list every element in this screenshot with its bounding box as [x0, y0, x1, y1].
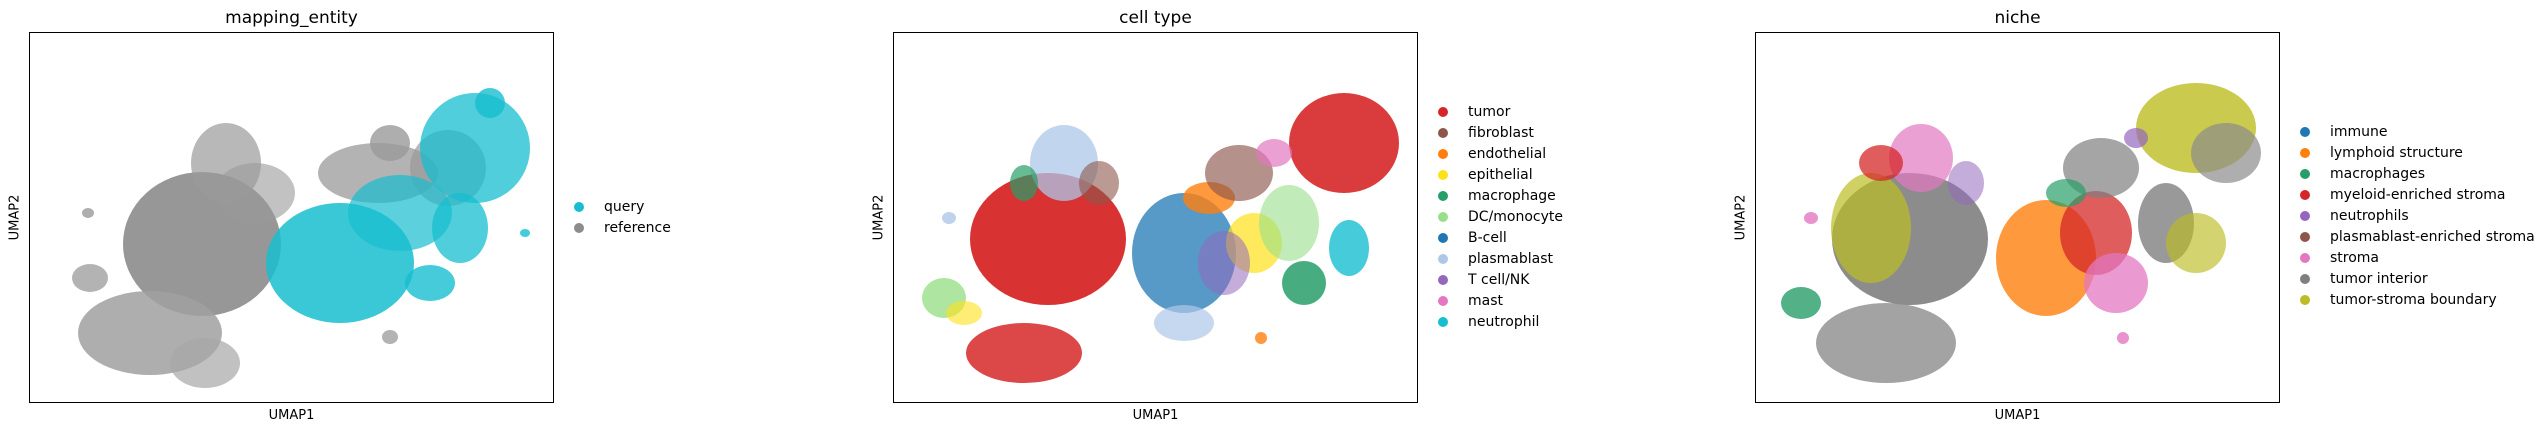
legend: immune lymphoid structure macrophages my…: [2300, 122, 2540, 312]
x-axis-label: UMAP1: [1994, 408, 2041, 423]
panel-cell-type: cell type UMAP2: [860, 0, 1710, 431]
chart-title: niche: [1994, 8, 2041, 28]
legend-label: macrophage: [1468, 188, 1556, 204]
legend-label: lymphoid structure: [2330, 145, 2463, 161]
legend-label: endothelial: [1468, 146, 1547, 162]
chart-title: mapping_entity: [225, 8, 358, 28]
cluster-query: [266, 88, 530, 323]
legend-label: neutrophils: [2330, 208, 2409, 224]
legend-label: tumor-stroma boundary: [2330, 292, 2497, 308]
legend-label: query: [604, 199, 645, 215]
plot-area: [893, 32, 1418, 403]
legend-marker: [2300, 190, 2310, 200]
legend-label: tumor interior: [2330, 271, 2428, 287]
y-axis-label: UMAP2: [871, 194, 887, 241]
x-axis-label: UMAP1: [268, 408, 315, 423]
legend-label: B-cell: [1468, 230, 1507, 246]
legend-marker: [574, 202, 584, 212]
legend-marker: [1438, 317, 1448, 327]
legend-label: T cell/NK: [1468, 272, 1530, 288]
legend-label: plasmablast: [1468, 251, 1554, 267]
legend-label: mast: [1468, 293, 1503, 309]
legend-marker: [1438, 170, 1448, 180]
clusters: [1781, 83, 2261, 383]
legend-marker: [2300, 127, 2310, 137]
legend-label: fibroblast: [1468, 125, 1534, 141]
legend-marker: [1438, 275, 1448, 285]
legend-marker: [1438, 128, 1448, 138]
y-axis-label: UMAP2: [7, 194, 23, 241]
clusters: [922, 93, 1399, 383]
legend-marker: [2300, 295, 2310, 305]
legend-label: immune: [2330, 124, 2388, 140]
legend-label: reference: [604, 220, 671, 236]
plot-area: [29, 32, 554, 403]
scatter-plot: [1781, 83, 2261, 383]
legend-label: stroma: [2330, 250, 2380, 266]
legend-marker: [1438, 107, 1448, 117]
legend-label: neutrophil: [1468, 314, 1540, 330]
legend-marker: [2300, 274, 2310, 284]
legend-marker: [2300, 232, 2310, 242]
legend-marker: [1438, 191, 1448, 201]
legend-marker: [1438, 212, 1448, 222]
legend-marker: [2300, 148, 2310, 158]
legend-label: plasmablast-enriched stroma: [2330, 229, 2535, 245]
legend-label: macrophages: [2330, 166, 2426, 182]
legend-marker: [1438, 296, 1448, 306]
scatter-plot: [922, 93, 1399, 383]
panel-mapping-entity: mapping_entity UMAP2: [0, 0, 860, 431]
legend-marker: [574, 223, 584, 233]
legend-marker: [2300, 253, 2310, 263]
chart-title: cell type: [1119, 8, 1192, 28]
legend-marker: [1438, 233, 1448, 243]
legend: tumor fibroblast endothelial epithelial …: [1438, 102, 1668, 334]
y-axis-label: UMAP2: [1733, 194, 1749, 241]
x-axis-label: UMAP1: [1132, 408, 1179, 423]
scatter-plot: [72, 88, 530, 388]
legend-label: epithelial: [1468, 167, 1533, 183]
legend-label: tumor: [1468, 104, 1511, 120]
legend-marker: [1438, 254, 1448, 264]
plot-area: [1755, 32, 2280, 403]
panel-niche: niche UMAP2: [1710, 0, 2542, 431]
legend-label: DC/monocyte: [1468, 209, 1563, 225]
legend-marker: [1438, 149, 1448, 159]
legend-label: myeloid-enriched stroma: [2330, 187, 2506, 203]
legend: query reference: [574, 197, 774, 241]
legend-marker: [2300, 169, 2310, 179]
legend-marker: [2300, 211, 2310, 221]
